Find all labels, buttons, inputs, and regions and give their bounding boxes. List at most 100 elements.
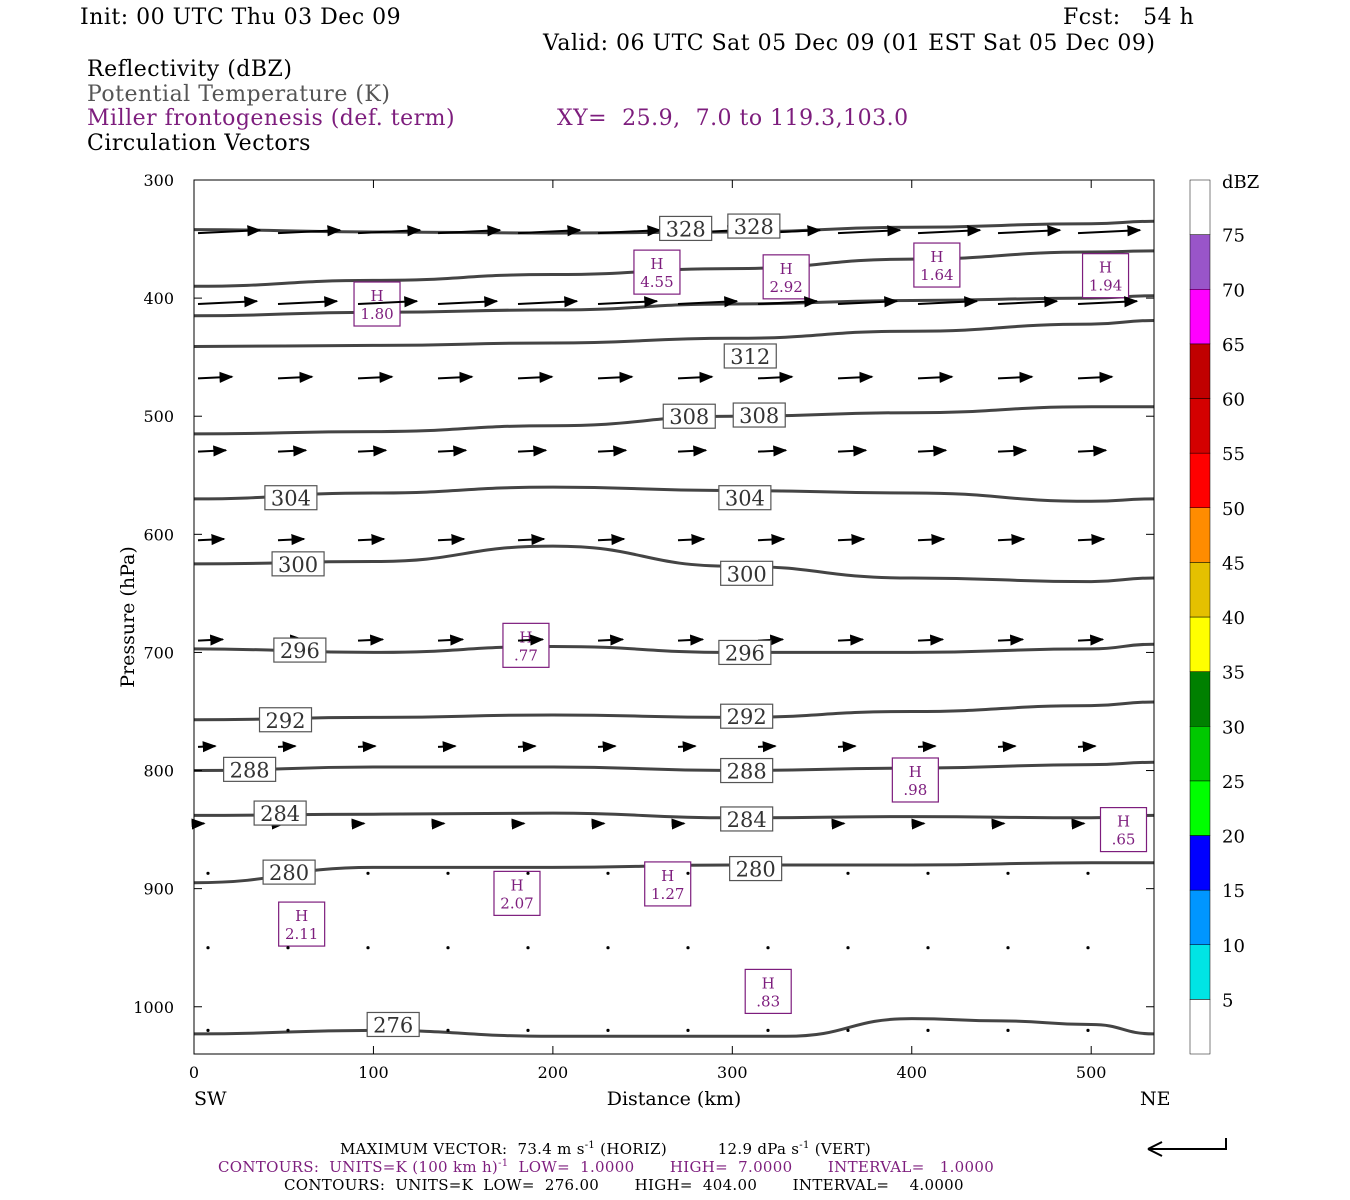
fronto-max-marker: H bbox=[650, 255, 663, 273]
circulation-vector bbox=[437, 371, 474, 383]
circulation-vector bbox=[606, 1028, 610, 1032]
theta-label-box bbox=[262, 859, 316, 885]
circulation-vector bbox=[357, 533, 386, 546]
colorbar-title: dBZ bbox=[1222, 172, 1259, 193]
circulation-vector bbox=[1086, 1028, 1090, 1032]
circulation-vector bbox=[997, 445, 1028, 457]
max-vector-vert: 12.9 dPa s bbox=[717, 1140, 800, 1158]
theta-label-292: 292 bbox=[265, 709, 305, 733]
theta-label-280: 280 bbox=[269, 861, 309, 885]
circulation-vector bbox=[517, 741, 537, 753]
circulation-vector bbox=[357, 371, 394, 383]
circulation-vector bbox=[517, 533, 546, 546]
circulation-vector bbox=[677, 634, 705, 646]
fronto-contour-range: LOW= 1.0000 HIGH= 7.0000 INTERVAL= 1.000… bbox=[518, 1158, 995, 1176]
circulation-vector bbox=[837, 371, 874, 383]
theta-label-box bbox=[366, 1011, 420, 1038]
x-axis-label: Distance (km) bbox=[607, 1088, 742, 1110]
reference-vector-arrow bbox=[1147, 1138, 1227, 1157]
circulation-vector bbox=[837, 533, 866, 546]
circulation-vector bbox=[917, 634, 945, 646]
theta-contour-288 bbox=[193, 760, 1155, 773]
theta-contour-300 bbox=[193, 544, 1155, 584]
circulation-vector bbox=[597, 741, 617, 753]
circulation-vector bbox=[917, 225, 982, 237]
circulation-vector bbox=[997, 741, 1017, 753]
colorbar-segment bbox=[1189, 452, 1211, 508]
circulation-vector bbox=[437, 225, 502, 237]
cross-section-endpoints: XY= 25.9, 7.0 to 119.3,103.0 bbox=[557, 106, 909, 131]
circulation-vector bbox=[206, 1028, 210, 1032]
circulation-vector bbox=[917, 371, 954, 383]
circulation-vector bbox=[357, 741, 377, 753]
valid-time: Valid: 06 UTC Sat 05 Dec 09 (01 EST Sat … bbox=[543, 31, 1156, 56]
circulation-vector bbox=[526, 1028, 530, 1032]
fronto-max-marker: H bbox=[510, 876, 523, 894]
fronto-max-marker: H bbox=[762, 974, 775, 992]
circulation-vector bbox=[277, 225, 342, 237]
colorbar-segment bbox=[1189, 944, 1211, 1000]
theta-label-296: 296 bbox=[725, 641, 765, 665]
theta-label-312: 312 bbox=[730, 345, 770, 369]
circulation-vector bbox=[1077, 741, 1097, 753]
theta-label-304: 304 bbox=[271, 487, 311, 511]
circulation-vector bbox=[997, 371, 1034, 383]
vert-tag: (VERT) bbox=[814, 1140, 872, 1158]
colorbar-segment bbox=[1189, 507, 1211, 563]
circulation-vector bbox=[917, 741, 937, 753]
theta-label-box bbox=[258, 707, 313, 733]
fronto-max-value: 2.11 bbox=[285, 925, 318, 943]
circulation-vector bbox=[197, 741, 217, 753]
circulation-vector bbox=[757, 741, 777, 753]
fronto-max-value: 4.55 bbox=[640, 273, 673, 291]
colorbar-segment bbox=[1189, 889, 1211, 945]
fronto-max-marker: H bbox=[930, 248, 943, 266]
field-potential-temperature: Potential Temperature (K) bbox=[87, 82, 391, 107]
circulation-vector bbox=[437, 533, 466, 546]
y-tick-label: 800 bbox=[143, 762, 174, 781]
theta-label-280: 280 bbox=[736, 858, 776, 882]
circulation-vector bbox=[197, 225, 262, 237]
circulation-vector bbox=[997, 634, 1025, 646]
y-tick-label: 1000 bbox=[133, 998, 174, 1017]
colorbar-tick-label: 75 bbox=[1222, 226, 1245, 247]
circulation-vector bbox=[1077, 634, 1105, 646]
max-vector-label: MAXIMUM VECTOR: bbox=[340, 1140, 508, 1158]
horiz-unit-exp: -1 bbox=[584, 1140, 596, 1151]
colorbar-tick-label: 60 bbox=[1222, 390, 1245, 411]
circulation-vector bbox=[197, 634, 225, 646]
circulation-vector bbox=[286, 1028, 290, 1032]
fronto-max-marker: H bbox=[519, 628, 532, 646]
circulation-vector bbox=[1077, 533, 1106, 546]
colorbar-segment bbox=[1189, 616, 1211, 672]
x-tick-label: 500 bbox=[1076, 1063, 1107, 1082]
theta-label-328: 328 bbox=[666, 217, 706, 241]
circulation-vector bbox=[686, 946, 690, 950]
y-axis-label: Pressure (hPa) bbox=[117, 546, 139, 688]
circulation-vector bbox=[526, 946, 530, 950]
fronto-max-value: 1.80 bbox=[360, 305, 393, 323]
theta-label-300: 300 bbox=[727, 562, 767, 586]
fronto-max-marker: H bbox=[295, 907, 308, 925]
circulation-vector bbox=[997, 225, 1062, 237]
circulation-vector bbox=[277, 533, 306, 546]
fronto-max-box bbox=[1099, 806, 1148, 853]
plot-frame bbox=[193, 179, 1155, 1055]
ne-endpoint-label: NE bbox=[1140, 1088, 1171, 1110]
theta-label-276: 276 bbox=[373, 1013, 413, 1037]
circulation-vector bbox=[597, 225, 662, 237]
circulation-vector bbox=[1086, 871, 1090, 875]
fronto-max-value: 2.07 bbox=[500, 894, 533, 912]
circulation-vector bbox=[357, 296, 419, 308]
theta-contour-292 bbox=[193, 700, 1155, 722]
circulation-vector bbox=[837, 445, 868, 457]
circulation-vector bbox=[766, 946, 770, 950]
max-vector-horiz: 73.4 m s bbox=[517, 1140, 585, 1158]
max-vector-line: MAXIMUM VECTOR: 73.4 m s-1 (HORIZ) 12.9 … bbox=[340, 1140, 871, 1158]
colorbar-tick-label: 5 bbox=[1222, 990, 1233, 1011]
colorbar-segment bbox=[1189, 671, 1211, 727]
circulation-vector bbox=[526, 871, 530, 875]
theta-label-304: 304 bbox=[725, 487, 765, 511]
circulation-vector bbox=[1006, 1028, 1010, 1032]
